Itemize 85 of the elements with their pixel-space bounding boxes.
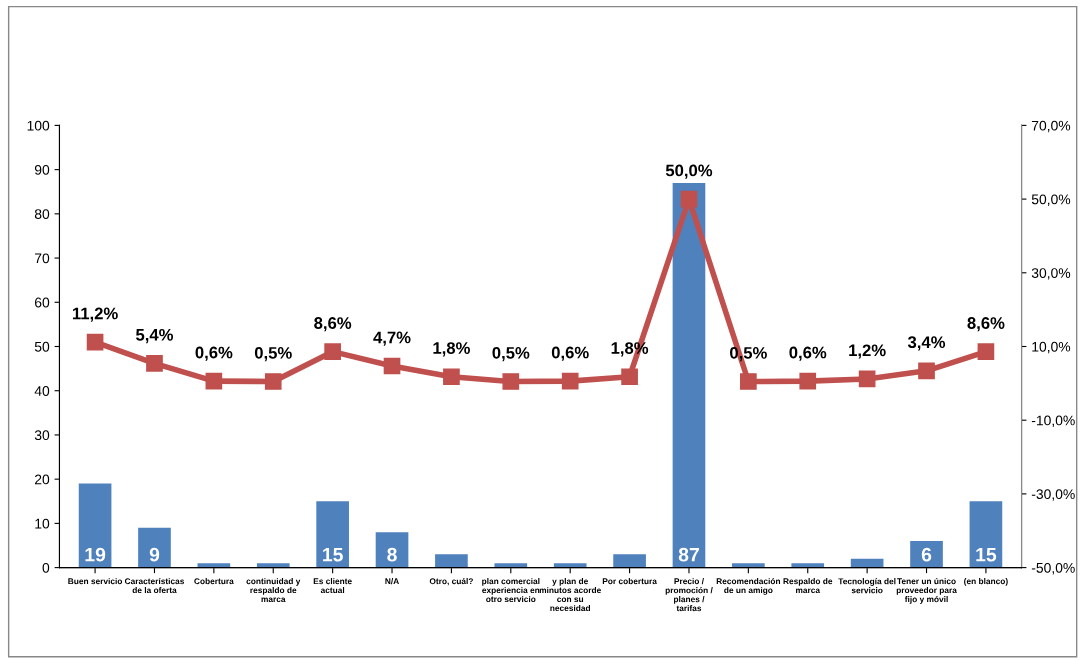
bar — [494, 563, 528, 568]
y2-tick-label: -50,0% — [1031, 562, 1075, 575]
bar — [78, 483, 112, 568]
x-tick-label: Es cliente actual — [313, 578, 352, 594]
bar — [435, 554, 468, 568]
bar — [553, 563, 587, 568]
data-label: 0,5% — [492, 346, 530, 362]
bar — [375, 532, 409, 568]
y2-tick-label: 70,0% — [1031, 120, 1071, 133]
point — [443, 368, 460, 386]
y-tick-label: 0 — [42, 562, 50, 573]
y2-tick-label: 30,0% — [1031, 268, 1071, 280]
x-tick-label: continuidad y respaldo de marca — [246, 578, 301, 603]
x-tick-label: Tecnología del servicio — [838, 578, 896, 594]
y-tick-label: 10 — [35, 518, 50, 529]
x-tick-label: Respaldo de marca — [783, 578, 833, 594]
data-label: 0,6% — [195, 346, 233, 361]
point — [502, 373, 520, 390]
bar — [138, 527, 171, 568]
data-label: 8 — [387, 547, 397, 562]
y2-tick-label: 10,0% — [1032, 341, 1071, 354]
data-label: 8,6% — [314, 317, 352, 332]
y-tick-label: 20 — [34, 474, 50, 485]
x-tick-label: Características de la oferta — [124, 577, 185, 594]
x-tick-label: Tener un único proveedor para fijo y móvil — [896, 577, 957, 604]
x-tick-label: Recomendación de un amigo — [716, 577, 781, 595]
x-tick-label: (en blanco) — [964, 578, 1008, 586]
data-label: 1,8% — [433, 342, 470, 357]
x-tick-label: Por cobertura — [602, 578, 657, 585]
point — [740, 373, 757, 390]
x-tick-label: y plan de minutos acorde con su necesidad — [539, 578, 601, 612]
y-tick-label: 50 — [34, 341, 50, 352]
data-label: 15 — [976, 547, 997, 562]
x-tick-label: Precio / promoción / planes / tarifas — [665, 578, 713, 612]
point — [621, 368, 638, 386]
point — [561, 372, 579, 390]
x-tick-label: plan comercial experiencia en otro servicio — [482, 578, 540, 603]
data-label: 1,2% — [849, 344, 886, 359]
y-tick-label: 30 — [34, 430, 50, 441]
data-label: 15 — [323, 547, 343, 562]
bar — [316, 501, 349, 568]
point — [86, 333, 104, 351]
data-label: 0,5% — [254, 346, 292, 362]
bar — [791, 563, 825, 568]
y-tick-label: 40 — [34, 386, 50, 396]
bar — [732, 563, 765, 568]
data-label: 5,4% — [136, 328, 174, 344]
data-label: 19 — [85, 547, 106, 562]
y2-tick-label: -30,0% — [1031, 489, 1075, 501]
x-tick-label: Cobertura — [194, 578, 234, 585]
data-label: 9 — [149, 547, 160, 562]
data-label: 11,2% — [72, 307, 118, 322]
bar — [672, 182, 706, 568]
point — [918, 362, 935, 380]
point — [680, 190, 698, 208]
data-label: 87 — [678, 547, 699, 562]
y-tick-label: 100 — [27, 120, 50, 131]
point — [858, 370, 876, 388]
data-label: 4,7% — [373, 331, 411, 346]
point — [383, 357, 401, 375]
x-tick-label: N/A — [385, 578, 399, 585]
data-label: 0,6% — [789, 346, 827, 361]
bar — [256, 563, 290, 568]
data-label: 6 — [921, 547, 932, 562]
data-label: 50,0% — [665, 164, 713, 179]
y-tick-label: 70 — [35, 253, 50, 264]
y-tick-label: 90 — [34, 164, 50, 175]
y-tick-label: 60 — [34, 297, 50, 308]
point — [146, 355, 163, 372]
bar — [613, 554, 646, 568]
x-tick-label: Buen servicio — [68, 578, 123, 585]
point — [799, 372, 817, 390]
x-tick-label: Otro, cuál? — [429, 577, 473, 586]
data-label: 8,6% — [967, 317, 1005, 332]
point — [264, 373, 282, 390]
data-label: 3,4% — [907, 336, 946, 351]
y-tick-label: 80 — [34, 209, 50, 220]
y2-tick-label: -10,0% — [1031, 415, 1075, 428]
point — [977, 343, 995, 360]
data-label: 0,6% — [551, 346, 589, 361]
bar — [969, 501, 1003, 568]
point — [205, 372, 223, 390]
point — [324, 343, 341, 360]
y2-tick-label: 50,0% — [1031, 194, 1071, 206]
bar — [910, 541, 943, 568]
